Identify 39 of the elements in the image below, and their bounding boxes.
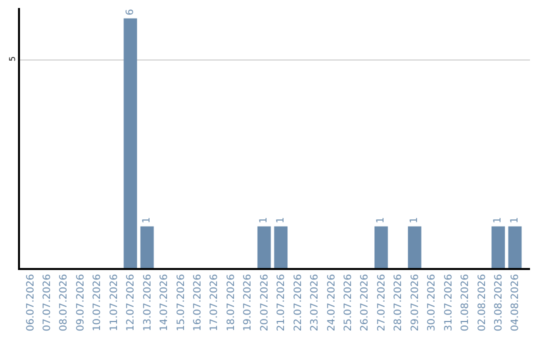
x-tick-label: 04.08.2026 <box>510 274 522 332</box>
data-label: 1 <box>258 217 270 224</box>
x-tick-label: 24.07.2026 <box>326 274 338 332</box>
x-tick-label: 16.07.2026 <box>192 274 204 332</box>
x-tick-label: 17.07.2026 <box>209 274 220 332</box>
x-tick-label: 31.07.2026 <box>443 274 454 332</box>
x-tick-label: 02.08.2026 <box>476 274 488 332</box>
x-tick-label: 06.07.2026 <box>25 274 36 332</box>
x-tick-label: 27.07.2026 <box>376 274 388 332</box>
data-label: 1 <box>376 217 387 224</box>
data-label: 1 <box>275 217 286 224</box>
x-tick-label: 01.08.2026 <box>460 274 472 332</box>
x-tick-label: 25.07.2026 <box>342 274 354 332</box>
x-tick-label: 08.07.2026 <box>58 274 70 332</box>
x-tick-label: 26.07.2026 <box>360 274 371 332</box>
x-tick-label: 13.07.2026 <box>142 274 154 332</box>
data-label: 1 <box>509 217 520 224</box>
x-tick-label: 07.07.2026 <box>42 274 53 332</box>
x-tick-label: 29.07.2026 <box>410 274 421 332</box>
data-label: 1 <box>492 217 504 224</box>
x-tick-label: 11.07.2026 <box>108 274 120 332</box>
x-tick-label: 15.07.2026 <box>176 274 187 332</box>
x-tick-label: 10.07.2026 <box>92 274 104 332</box>
x-tick-label: 28.07.2026 <box>393 274 404 332</box>
x-tick-label: 20.07.2026 <box>259 274 270 332</box>
x-tick-label: 18.07.2026 <box>226 274 237 332</box>
x-tick-label: 30.07.2026 <box>426 274 438 332</box>
x-tick-label: 14.07.2026 <box>159 274 170 332</box>
x-tick-label: 22.07.2026 <box>292 274 304 332</box>
data-label: 1 <box>409 217 420 224</box>
x-tick-label: 03.08.2026 <box>493 274 504 332</box>
y-tick-label: 5 <box>8 56 17 62</box>
x-tick-label: 09.07.2026 <box>75 274 86 332</box>
x-tick-label: 23.07.2026 <box>310 274 321 332</box>
x-tick-label: 19.07.2026 <box>242 274 254 332</box>
x-tick-label: 21.07.2026 <box>276 274 288 332</box>
x-tick-label: 12.07.2026 <box>126 274 137 332</box>
data-label: 6 <box>124 9 136 16</box>
data-label: 1 <box>142 217 153 224</box>
